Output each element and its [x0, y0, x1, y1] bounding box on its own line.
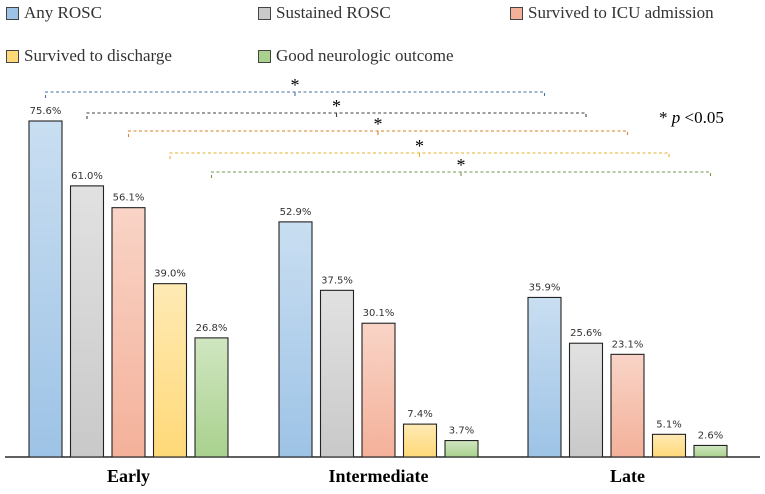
bar-early-any-rosc	[28, 120, 63, 458]
significance-star-sustained-rosc: *	[332, 96, 341, 116]
legend-item-icu-admission: Survived to ICU admission	[510, 3, 714, 23]
data-label-intermediate-survived-to-icu-admission: 30.1%	[363, 308, 395, 319]
data-label-late-sustained-rosc: 25.6%	[570, 328, 602, 339]
bar-late-survived-to-icu-admission	[610, 353, 645, 458]
legend-swatch-sustained-rosc	[258, 6, 271, 20]
significance-star-survived-to-icu-admission: *	[374, 114, 383, 134]
data-label-late-good-neurologic-outcome: 2.6%	[698, 430, 723, 441]
data-label-intermediate-good-neurologic-outcome: 3.7%	[449, 426, 474, 437]
bar-intermediate-survived-to-icu-admission	[361, 322, 396, 458]
data-label-intermediate-any-rosc: 52.9%	[280, 207, 312, 218]
legend-label-survived-discharge: Survived to discharge	[24, 46, 172, 65]
data-label-intermediate-sustained-rosc: 37.5%	[321, 275, 353, 286]
bar-early-sustained-rosc	[69, 185, 105, 458]
bar-early-survived-to-icu-admission	[111, 207, 146, 458]
bar-late-any-rosc	[527, 296, 562, 458]
legend-item-good-neuro: Good neurologic outcome	[258, 46, 454, 66]
legend-swatch-good-neuro	[258, 49, 271, 63]
data-label-intermediate-survived-to-discharge: 7.4%	[407, 409, 432, 420]
significance-note-suffix: <0.05	[680, 108, 724, 127]
data-label-early-any-rosc: 75.6%	[30, 106, 62, 117]
category-label-early: Early	[107, 466, 150, 486]
legend-item-any-rosc: Any ROSC	[6, 3, 102, 23]
data-label-early-good-neurologic-outcome: 26.8%	[196, 323, 228, 334]
legend-swatch-survived-discharge	[6, 49, 19, 63]
legend-label-good-neuro: Good neurologic outcome	[276, 46, 454, 65]
legend-item-survived-discharge: Survived to discharge	[6, 46, 172, 66]
legend-item-sustained-rosc: Sustained ROSC	[258, 3, 391, 23]
bar-early-good-neurologic-outcome	[194, 337, 229, 458]
data-label-late-survived-to-discharge: 5.1%	[656, 419, 681, 430]
category-label-intermediate: Intermediate	[329, 466, 429, 486]
significance-note-prefix: *	[659, 108, 672, 127]
legend-label-sustained-rosc: Sustained ROSC	[276, 3, 391, 22]
legend-swatch-icu-admission	[510, 6, 523, 20]
data-label-early-survived-to-discharge: 39.0%	[154, 269, 186, 280]
significance-star-any-rosc: *	[291, 75, 300, 95]
bar-late-survived-to-discharge	[651, 433, 687, 458]
significance-note-p: p	[671, 108, 681, 127]
significance-star-good-neurologic-outcome: *	[457, 155, 466, 175]
bar-intermediate-survived-to-discharge	[402, 423, 438, 458]
data-label-early-sustained-rosc: 61.0%	[71, 171, 103, 182]
category-label-late: Late	[610, 466, 645, 486]
bar-late-good-neurologic-outcome	[693, 444, 728, 458]
data-label-late-any-rosc: 35.9%	[529, 282, 561, 293]
legend-swatch-any-rosc	[6, 6, 19, 20]
bar-intermediate-sustained-rosc	[319, 289, 355, 458]
significance-star-survived-to-discharge: *	[415, 136, 424, 156]
legend-label-icu-admission: Survived to ICU admission	[528, 3, 714, 22]
significance-note: * p <0.05	[659, 108, 724, 128]
data-label-late-survived-to-icu-admission: 23.1%	[612, 339, 644, 350]
bar-early-survived-to-discharge	[152, 283, 188, 458]
bar-intermediate-any-rosc	[278, 221, 313, 458]
bar-intermediate-good-neurologic-outcome	[444, 440, 479, 458]
bar-late-sustained-rosc	[568, 342, 604, 458]
data-label-early-survived-to-icu-admission: 56.1%	[113, 193, 145, 204]
legend-label-any-rosc: Any ROSC	[24, 3, 102, 22]
